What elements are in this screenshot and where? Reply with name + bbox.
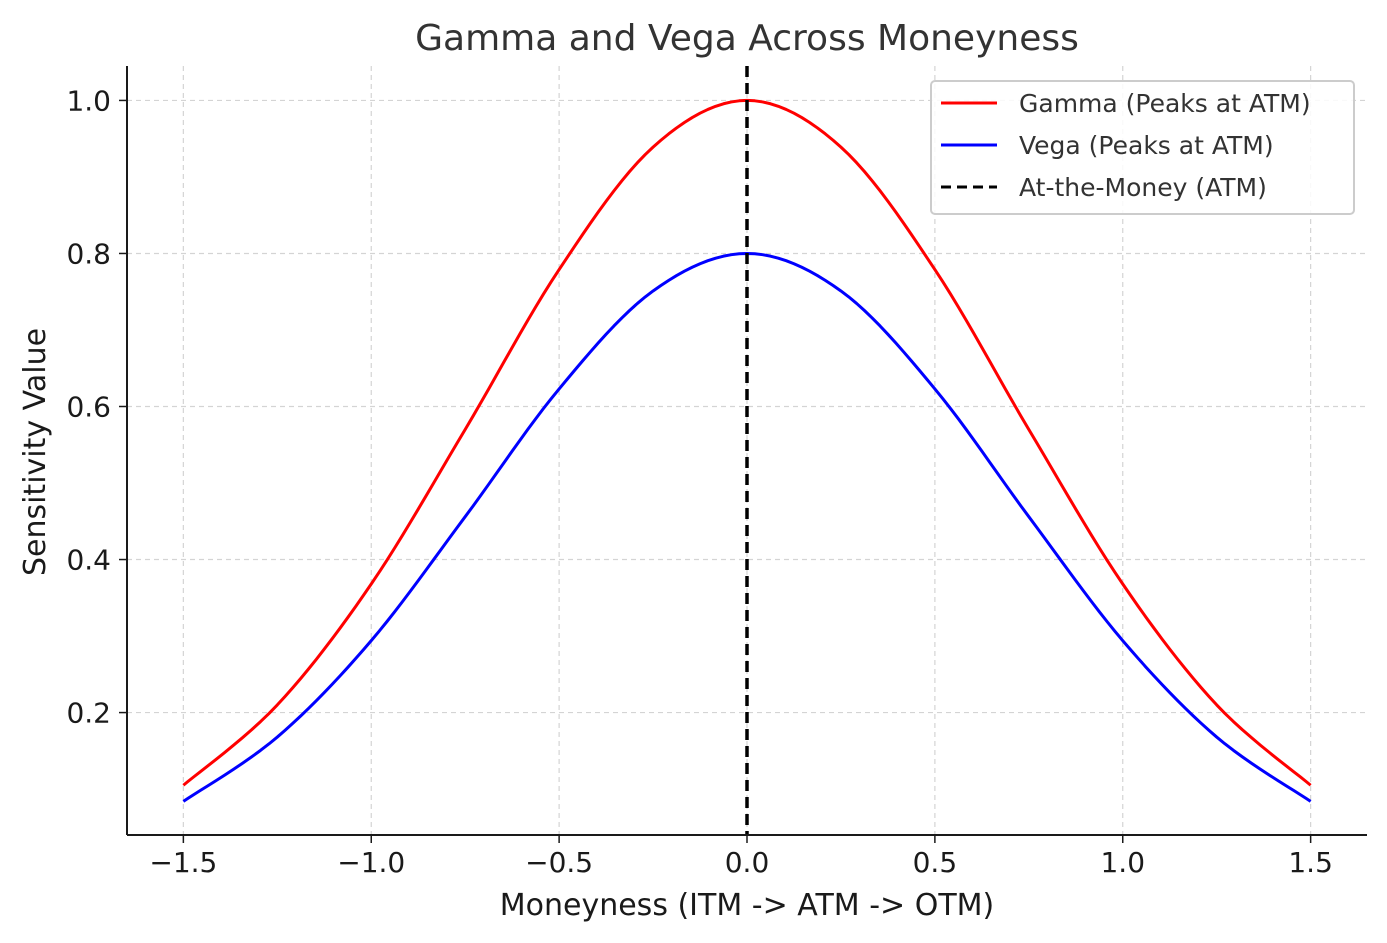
x-tick-label: 0.5 (913, 846, 958, 879)
y-tick-label: 1.0 (66, 84, 111, 117)
y-axis-label: Sensitivity Value (18, 328, 53, 576)
x-tick-label: −1.5 (149, 846, 217, 879)
plot-area (182, 66, 1312, 835)
ticks: −1.5 −1.0 −0.5 0.0 0.5 1.0 1.5 0.2 0.4 0.6 0.8 1.0 (66, 84, 1332, 879)
x-axis-label: Moneyness (ITM -> ATM -> OTM) (500, 888, 995, 923)
legend-label-atm: At-the-Money (ATM) (1019, 173, 1267, 202)
legend-label-gamma: Gamma (Peaks at ATM) (1019, 89, 1311, 118)
legend: Gamma (Peaks at ATM) Vega (Peaks at ATM)… (930, 80, 1355, 215)
legend-box (930, 80, 1355, 215)
y-tick-label: 0.8 (66, 237, 111, 270)
x-tick-label: 0.0 (725, 846, 770, 879)
y-tick-label: 0.6 (66, 391, 111, 424)
x-tick-label: −1.0 (337, 846, 405, 879)
legend-label-vega: Vega (Peaks at ATM) (1019, 131, 1274, 160)
chart-title: Gamma and Vega Across Moneyness (415, 18, 1079, 59)
x-tick-label: −0.5 (525, 846, 593, 879)
y-tick-label: 0.4 (66, 544, 111, 577)
x-tick-label: 1.0 (1100, 846, 1145, 879)
y-tick-label: 0.2 (66, 697, 111, 730)
x-tick-label: 1.5 (1288, 846, 1333, 879)
